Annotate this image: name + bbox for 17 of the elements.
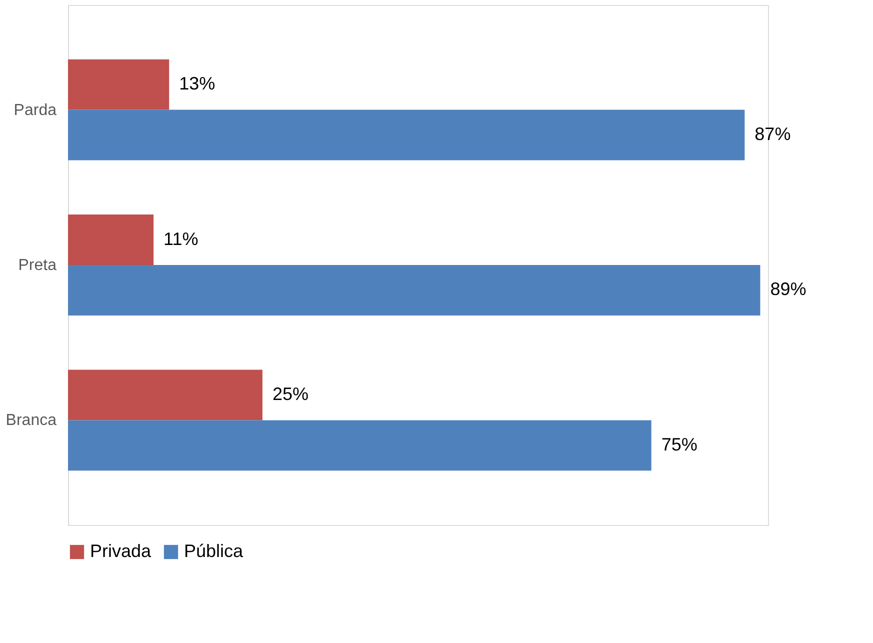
data-label: 13% xyxy=(179,74,216,94)
bar xyxy=(68,370,262,420)
legend-label: Privada xyxy=(90,541,152,561)
bar xyxy=(68,59,170,110)
data-label: 75% xyxy=(661,434,698,454)
y-tick-label: Preta xyxy=(18,257,57,274)
data-label: 25% xyxy=(272,384,308,404)
y-tick-label: Parda xyxy=(14,102,57,119)
data-label: 89% xyxy=(770,279,806,300)
data-label: 11% xyxy=(164,228,198,249)
bar xyxy=(68,420,652,471)
y-tick-label: Branca xyxy=(6,412,57,430)
data-label: 87% xyxy=(754,124,791,144)
legend-label: Pública xyxy=(184,541,244,561)
bar xyxy=(68,110,745,160)
bar xyxy=(68,214,154,265)
bar xyxy=(68,265,760,316)
